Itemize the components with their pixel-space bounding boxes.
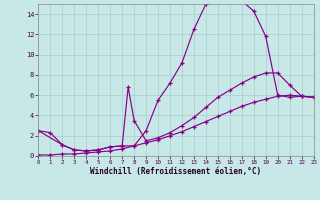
X-axis label: Windchill (Refroidissement éolien,°C): Windchill (Refroidissement éolien,°C) (91, 167, 261, 176)
